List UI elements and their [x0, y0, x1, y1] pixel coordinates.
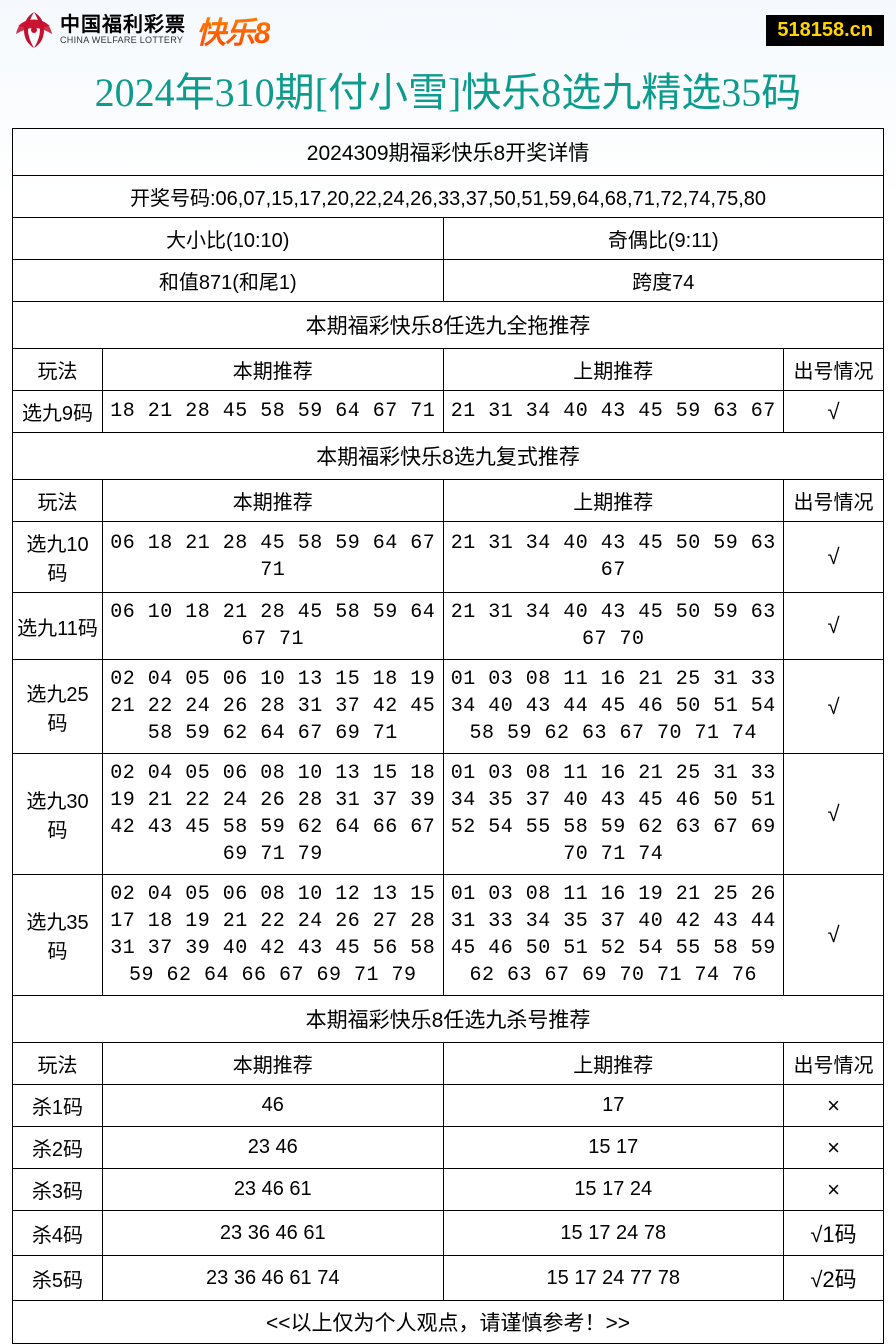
kl8-logo: 快乐8 — [196, 8, 270, 52]
play-cell: 选九25码 — [13, 660, 103, 754]
table-row: 选九11码06 10 18 21 28 45 58 59 64 67 7121 … — [13, 593, 884, 660]
col-current: 本期推荐 — [103, 1043, 444, 1085]
play-cell: 杀4码 — [13, 1211, 103, 1256]
play-cell: 选九10码 — [13, 522, 103, 593]
result-cell: × — [784, 1085, 884, 1127]
result-cell: √ — [784, 522, 884, 593]
current-cell: 02 04 05 06 08 10 13 15 18 19 21 22 24 2… — [103, 754, 444, 875]
stat-big-small: 大小比(10:10) — [13, 218, 444, 260]
stat-span: 跨度74 — [443, 260, 884, 302]
section3-title: 本期福彩快乐8任选九杀号推荐 — [13, 996, 884, 1043]
draw-numbers-label: 开奖号码: — [130, 188, 216, 210]
col-current: 本期推荐 — [103, 349, 444, 391]
main-table: 2024309期福彩快乐8开奖详情 开奖号码:06,07,15,17,20,22… — [12, 128, 884, 1344]
previous-cell: 01 03 08 11 16 21 25 31 33 34 35 37 40 4… — [443, 754, 784, 875]
previous-cell: 15 17 24 78 — [443, 1211, 784, 1256]
table-row: 杀1码4617× — [13, 1085, 884, 1127]
play-cell: 选九30码 — [13, 754, 103, 875]
section1-title: 本期福彩快乐8任选九全拖推荐 — [13, 302, 884, 349]
play-cell: 选九11码 — [13, 593, 103, 660]
current-cell: 23 36 46 61 — [103, 1211, 444, 1256]
stat-sum: 和值871(和尾1) — [13, 260, 444, 302]
play-cell: 选九9码 — [13, 391, 103, 433]
result-cell: √1码 — [784, 1211, 884, 1256]
result-cell: √ — [784, 875, 884, 996]
play-cell: 杀1码 — [13, 1085, 103, 1127]
current-cell: 18 21 28 45 58 59 64 67 71 — [103, 391, 444, 433]
logo-block: 中国福利彩票 CHINA WELFARE LOTTERY 快乐8 — [12, 8, 270, 52]
previous-cell: 21 31 34 40 43 45 50 59 63 67 70 — [443, 593, 784, 660]
col-previous: 上期推荐 — [443, 349, 784, 391]
col-result: 出号情况 — [784, 349, 884, 391]
table-row: 杀5码23 36 46 61 7415 17 24 77 78√2码 — [13, 1256, 884, 1301]
header: 中国福利彩票 CHINA WELFARE LOTTERY 快乐8 518158.… — [0, 0, 896, 56]
previous-cell: 01 03 08 11 16 21 25 31 33 34 40 43 44 4… — [443, 660, 784, 754]
result-cell: √ — [784, 391, 884, 433]
site-badge: 518158.cn — [766, 15, 884, 46]
brand-cn: 中国福利彩票 — [60, 14, 186, 36]
brand-en: CHINA WELFARE LOTTERY — [60, 36, 186, 46]
table-row: 选九35码02 04 05 06 08 10 12 13 15 17 18 19… — [13, 875, 884, 996]
section2-title: 本期福彩快乐8选九复式推荐 — [13, 433, 884, 480]
draw-numbers-value: 06,07,15,17,20,22,24,26,33,37,50,51,59,6… — [216, 188, 767, 210]
current-cell: 23 36 46 61 74 — [103, 1256, 444, 1301]
previous-cell: 15 17 — [443, 1127, 784, 1169]
lottery-logo-icon — [12, 8, 56, 52]
current-cell: 02 04 05 06 08 10 12 13 15 17 18 19 21 2… — [103, 875, 444, 996]
col-previous: 上期推荐 — [443, 480, 784, 522]
current-cell: 02 04 05 06 10 13 15 18 19 21 22 24 26 2… — [103, 660, 444, 754]
previous-cell: 15 17 24 77 78 — [443, 1256, 784, 1301]
result-cell: × — [784, 1127, 884, 1169]
table-row: 选九10码06 18 21 28 45 58 59 64 67 7121 31 … — [13, 522, 884, 593]
page-title: 2024年310期[付小雪]快乐8选九精选35码 — [0, 56, 896, 128]
col-current: 本期推荐 — [103, 480, 444, 522]
current-cell: 06 10 18 21 28 45 58 59 64 67 71 — [103, 593, 444, 660]
table-row: 选九9码18 21 28 45 58 59 64 67 7121 31 34 4… — [13, 391, 884, 433]
col-play: 玩法 — [13, 480, 103, 522]
col-result: 出号情况 — [784, 1043, 884, 1085]
previous-cell: 21 31 34 40 43 45 50 59 63 67 — [443, 522, 784, 593]
col-previous: 上期推荐 — [443, 1043, 784, 1085]
previous-cell: 01 03 08 11 16 19 21 25 26 31 33 34 35 3… — [443, 875, 784, 996]
previous-cell: 21 31 34 40 43 45 59 63 67 — [443, 391, 784, 433]
table-row: 杀4码23 36 46 6115 17 24 78√1码 — [13, 1211, 884, 1256]
draw-numbers: 开奖号码:06,07,15,17,20,22,24,26,33,37,50,51… — [13, 176, 884, 218]
previous-cell: 17 — [443, 1085, 784, 1127]
current-cell: 23 46 — [103, 1127, 444, 1169]
footer-note: <<以上仅为个人观点，请谨慎参考！>> — [13, 1301, 884, 1344]
play-cell: 杀2码 — [13, 1127, 103, 1169]
table-row: 选九30码02 04 05 06 08 10 13 15 18 19 21 22… — [13, 754, 884, 875]
play-cell: 选九35码 — [13, 875, 103, 996]
draw-heading: 2024309期福彩快乐8开奖详情 — [13, 129, 884, 176]
table-row: 杀2码23 4615 17× — [13, 1127, 884, 1169]
result-cell: √ — [784, 660, 884, 754]
result-cell: √ — [784, 593, 884, 660]
result-cell: √2码 — [784, 1256, 884, 1301]
col-play: 玩法 — [13, 349, 103, 391]
result-cell: √ — [784, 754, 884, 875]
col-result: 出号情况 — [784, 480, 884, 522]
current-cell: 46 — [103, 1085, 444, 1127]
stat-odd-even: 奇偶比(9:11) — [443, 218, 884, 260]
current-cell: 06 18 21 28 45 58 59 64 67 71 — [103, 522, 444, 593]
table-row: 选九25码02 04 05 06 10 13 15 18 19 21 22 24… — [13, 660, 884, 754]
col-play: 玩法 — [13, 1043, 103, 1085]
play-cell: 杀5码 — [13, 1256, 103, 1301]
